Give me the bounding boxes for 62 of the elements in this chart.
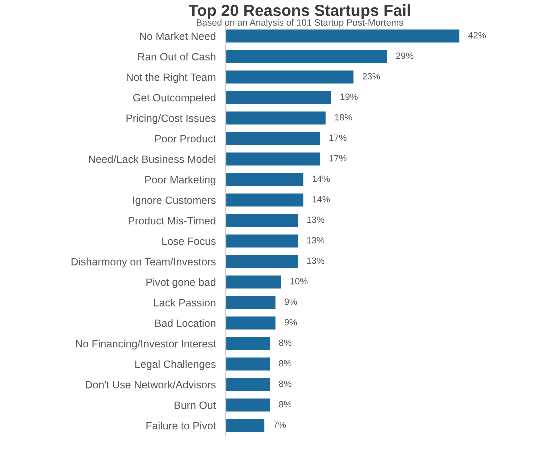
y-tick-label: No Financing/Investor Interest — [76, 340, 216, 350]
bar — [226, 152, 322, 167]
bar — [226, 213, 299, 228]
y-tick-label: Poor Marketing — [146, 176, 216, 186]
chart-title: Top 20 Reasons Startups Fail — [188, 4, 410, 20]
y-tick-label: Burn Out — [174, 402, 216, 410]
bar — [226, 49, 388, 64]
bar — [226, 192, 304, 208]
bar — [226, 28, 460, 44]
bar — [226, 377, 271, 392]
bar — [226, 274, 282, 290]
bar — [226, 70, 355, 85]
y-tick-label: Poor Product — [156, 134, 216, 143]
bar — [226, 234, 299, 249]
bar — [226, 110, 327, 126]
y-tick-label: Ran Out of Cash — [138, 52, 216, 61]
y-tick-label: Product Mis-Timed — [128, 216, 216, 225]
bar — [226, 131, 322, 146]
y-tick-label: Disharmony on Team/Investors — [72, 258, 216, 268]
y-tick-label: Get Outcompeted — [134, 94, 216, 104]
data-label: 13% — [307, 216, 325, 224]
data-label: 13% — [307, 258, 325, 264]
bar — [226, 254, 299, 270]
bar — [226, 295, 277, 310]
data-label: 18% — [335, 114, 352, 121]
data-label: 13% — [307, 237, 325, 244]
bar — [226, 336, 271, 352]
bar — [226, 172, 304, 188]
bar — [226, 90, 332, 106]
y-tick-label: Not the Right Team — [126, 73, 216, 84]
y-tick-label: Don't Use Network/Advisors — [86, 380, 216, 389]
bar — [226, 398, 271, 413]
data-label: 8% — [279, 340, 292, 346]
data-label: 14% — [313, 196, 330, 203]
y-tick-label: Legal Challenges — [136, 360, 216, 370]
y-tick-label: Ignore Customers — [133, 196, 216, 206]
bar — [226, 418, 266, 434]
data-label: 8% — [279, 401, 292, 408]
data-label: 7% — [274, 422, 286, 428]
chart-subtitle: Based on an Analysis of 101 Startup Post-Mortems — [197, 19, 404, 28]
data-label: 9% — [284, 298, 298, 306]
bar — [226, 316, 277, 331]
y-tick-label: Lack Passion — [154, 298, 216, 307]
data-label: 19% — [340, 94, 358, 100]
y-tick-label: Bad Location — [156, 319, 216, 328]
data-label: 17% — [330, 155, 347, 162]
y-tick-label: Lose Focus — [162, 238, 216, 246]
data-label: 8% — [279, 380, 292, 388]
y-tick-label: Pivot gone bad — [146, 278, 216, 288]
data-label: 9% — [284, 319, 298, 326]
y-tick-label: No Market Need — [140, 32, 216, 40]
data-label: 23% — [362, 73, 380, 80]
data-label: 8% — [279, 360, 292, 367]
data-label: 14% — [313, 176, 330, 182]
bar — [226, 356, 271, 372]
y-tick-label: Failure to Pivot — [146, 422, 216, 430]
y-tick-label: Pricing/Cost Issues — [126, 114, 216, 124]
data-label: 10% — [290, 278, 308, 285]
data-label: 17% — [330, 134, 347, 142]
y-tick-label: Need/Lack Business Model — [89, 155, 216, 164]
data-label: 29% — [396, 52, 414, 60]
data-label: 42% — [468, 32, 486, 39]
